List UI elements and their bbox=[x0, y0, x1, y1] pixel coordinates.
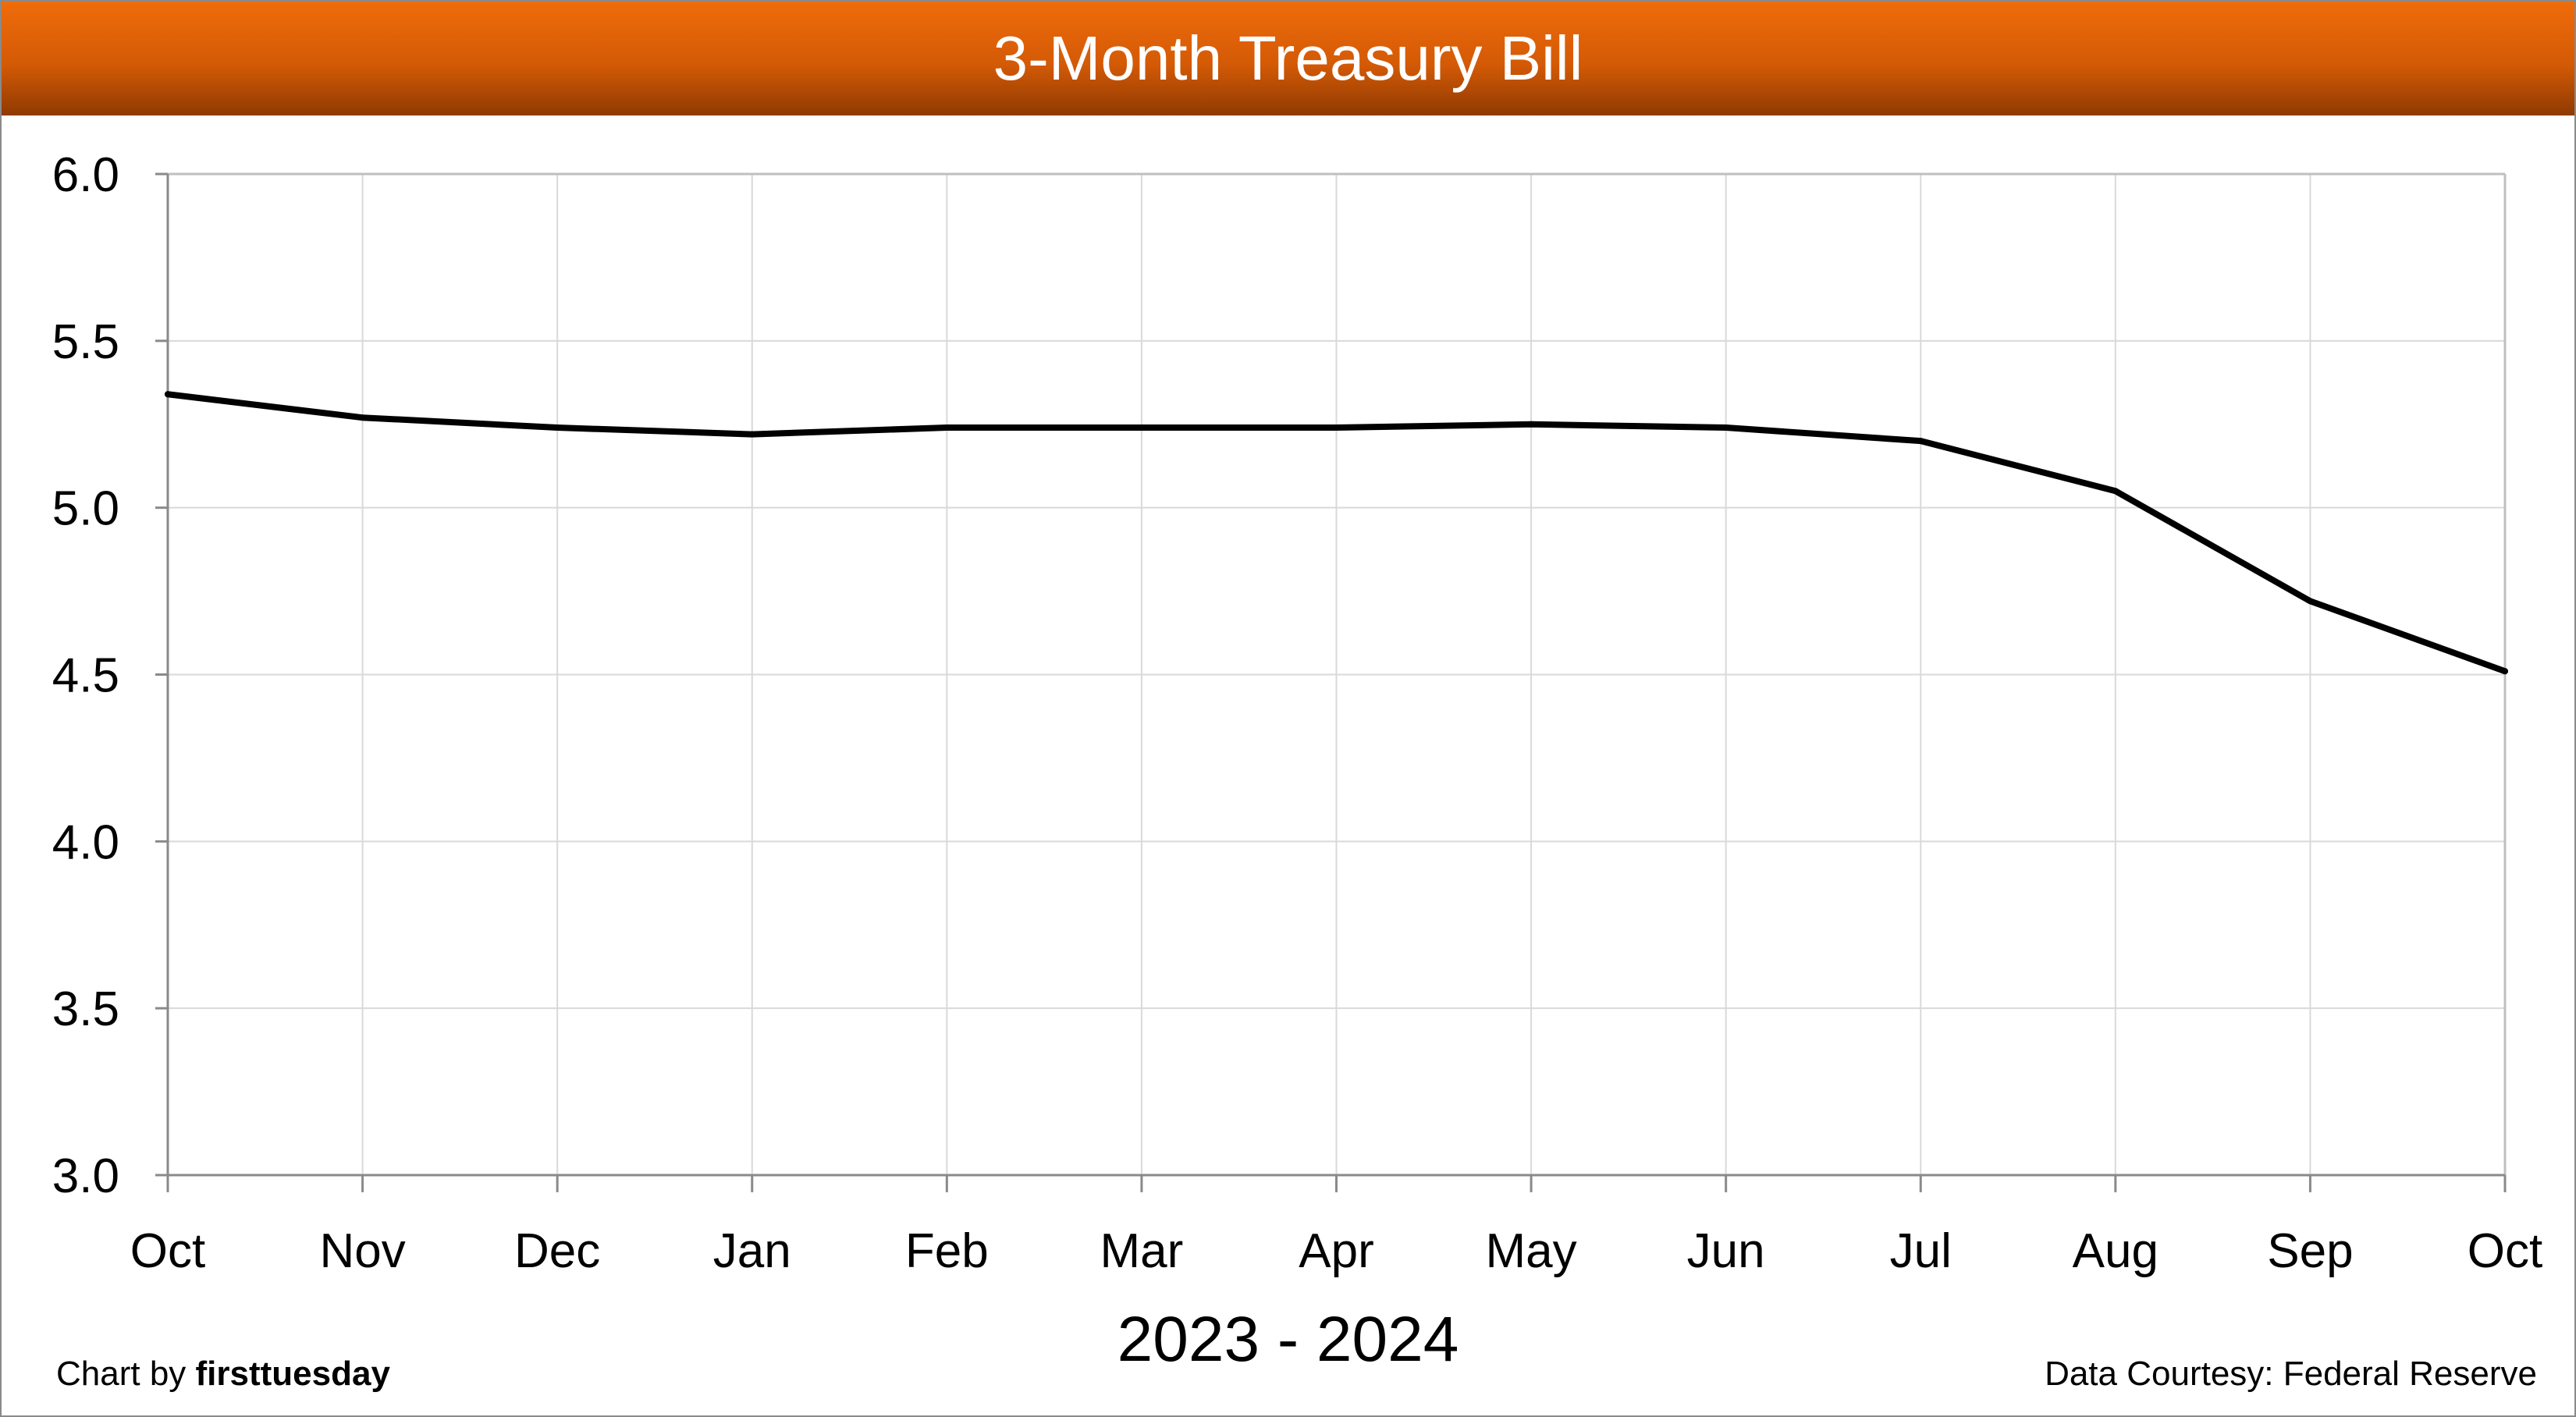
x-tick-label: Oct bbox=[2468, 1224, 2542, 1278]
data-point bbox=[2307, 598, 2314, 605]
data-source: Data Courtesy: Federal Reserve bbox=[2045, 1355, 2537, 1393]
y-tick-label: 6.0 bbox=[52, 148, 119, 202]
x-tick-label: Feb bbox=[905, 1224, 989, 1278]
data-point bbox=[1917, 438, 1924, 445]
y-tick-label: 5.0 bbox=[52, 482, 119, 536]
data-point bbox=[1138, 424, 1145, 431]
y-tick-label: 3.0 bbox=[52, 1149, 119, 1203]
data-point bbox=[1722, 424, 1729, 431]
x-tick-label: Oct bbox=[130, 1224, 205, 1278]
y-tick-label: 3.5 bbox=[52, 982, 119, 1036]
x-tick-label: Dec bbox=[514, 1224, 600, 1278]
y-tick-label: 4.5 bbox=[52, 649, 119, 703]
credit-prefix: Chart by bbox=[56, 1355, 187, 1393]
x-tick-label: Jul bbox=[1890, 1224, 1952, 1278]
data-point bbox=[165, 391, 171, 398]
data-point bbox=[359, 414, 366, 421]
credit-brand: firsttuesday bbox=[195, 1355, 390, 1393]
x-tick-label: Jan bbox=[713, 1224, 791, 1278]
data-point bbox=[554, 424, 561, 431]
chart-title: 3-Month Treasury Bill bbox=[993, 23, 1583, 93]
x-tick-label: Mar bbox=[1100, 1224, 1184, 1278]
x-tick-label: May bbox=[1486, 1224, 1577, 1278]
data-point bbox=[1333, 424, 1340, 431]
data-point bbox=[748, 431, 755, 438]
y-tick-label: 5.5 bbox=[52, 315, 119, 369]
title-bar: 3-Month Treasury Bill bbox=[2, 2, 2574, 115]
data-point bbox=[2502, 668, 2508, 675]
chart-credit: Chart by firsttuesday bbox=[56, 1355, 390, 1394]
x-axis-title: 2023 - 2024 bbox=[1117, 1304, 1459, 1375]
x-tick-label: Nov bbox=[319, 1224, 405, 1278]
data-point bbox=[1528, 421, 1535, 428]
x-tick-label: Apr bbox=[1299, 1224, 1373, 1278]
x-tick-label: Jun bbox=[1687, 1224, 1765, 1278]
data-point bbox=[2112, 488, 2119, 495]
x-tick-label: Sep bbox=[2267, 1224, 2353, 1278]
y-tick-label: 4.0 bbox=[52, 815, 119, 869]
data-point bbox=[943, 424, 950, 431]
x-tick-label: Aug bbox=[2073, 1224, 2159, 1278]
